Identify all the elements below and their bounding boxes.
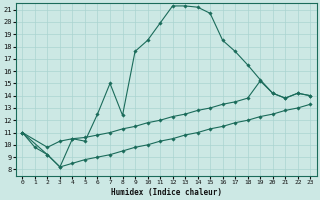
X-axis label: Humidex (Indice chaleur): Humidex (Indice chaleur) bbox=[111, 188, 222, 197]
